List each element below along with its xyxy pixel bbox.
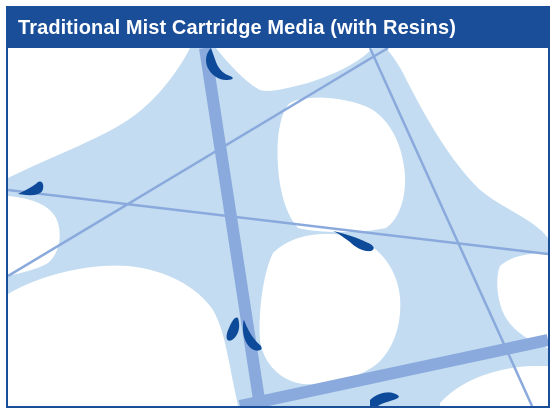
title-bar: Traditional Mist Cartridge Media (with R… (8, 8, 548, 48)
pore-center-right (277, 97, 406, 233)
pore-top-left (8, 48, 190, 178)
media-diagram-svg (8, 48, 548, 406)
pore-top-right (386, 48, 548, 238)
media-figure: Traditional Mist Cartridge Media (with R… (6, 6, 550, 408)
pore-top-center (216, 48, 373, 91)
pore-left (8, 196, 60, 276)
figure-title: Traditional Mist Cartridge Media (with R… (18, 16, 456, 39)
pore-bottom-right (497, 253, 548, 348)
droplet-center (333, 231, 374, 252)
droplet-fiber-left (226, 317, 240, 341)
pore-bottom-center (259, 233, 401, 385)
droplet-fiber-right (243, 320, 262, 351)
open-pores (8, 48, 548, 406)
media-diagram (8, 48, 548, 406)
fiber-thin-diagonal (8, 48, 389, 278)
pore-bottom-right-corner (440, 366, 548, 406)
pore-bottom-left (8, 265, 238, 406)
droplet-bottom (370, 392, 399, 406)
droplet-top (206, 48, 233, 80)
fiber-thick-lower (238, 334, 548, 406)
droplet-left (18, 181, 44, 196)
droplets (18, 48, 399, 406)
